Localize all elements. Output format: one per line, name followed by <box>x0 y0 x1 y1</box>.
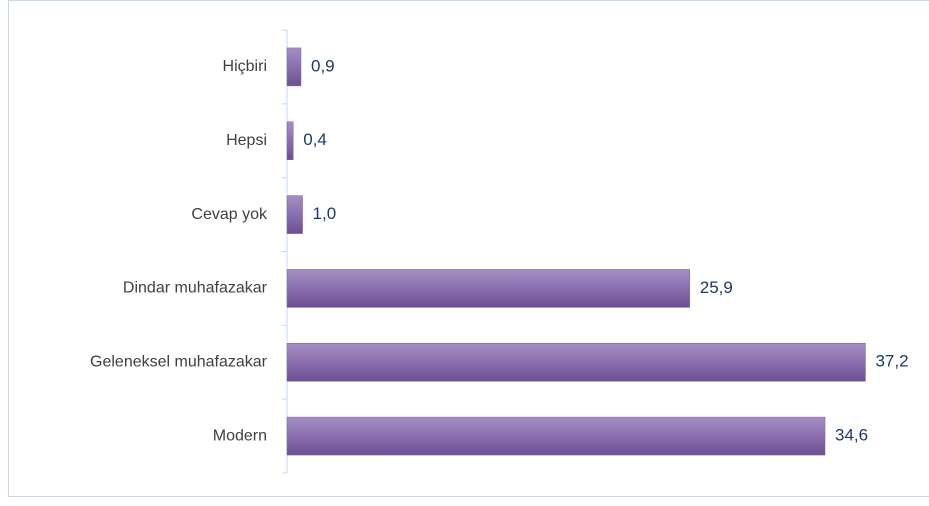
bar <box>286 269 690 308</box>
category-label: Hepsi <box>226 132 267 149</box>
category-label: Dindar muhafazakar <box>123 280 268 297</box>
category-label: Hiçbiri <box>223 58 267 75</box>
chart-frame <box>8 0 929 497</box>
bar <box>286 47 302 87</box>
value-label: 37,2 <box>875 352 908 371</box>
value-label: 1,0 <box>313 204 337 223</box>
value-label: 34,6 <box>835 426 868 445</box>
category-label: Cevap yok <box>191 206 268 223</box>
value-label: 0,9 <box>311 56 335 75</box>
bar <box>286 343 866 382</box>
category-label: Modern <box>213 427 267 444</box>
bar <box>286 195 303 234</box>
category-label: Geleneksel muhafazakar <box>90 353 268 370</box>
bar <box>286 121 294 160</box>
value-label: 25,9 <box>700 278 733 297</box>
bar <box>286 416 826 456</box>
value-label: 0,4 <box>303 130 327 149</box>
